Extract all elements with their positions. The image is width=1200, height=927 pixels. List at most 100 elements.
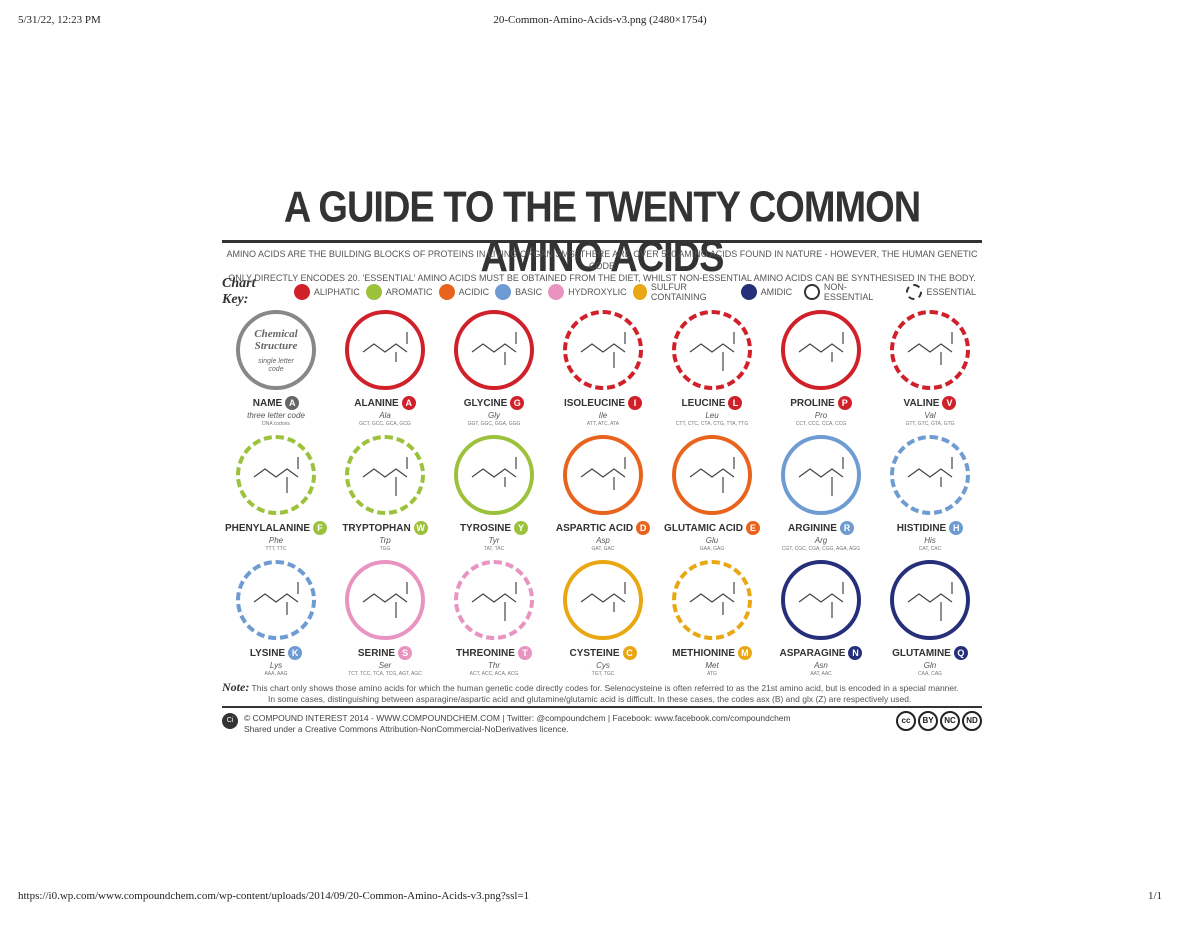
legend-name-label: NAME bbox=[252, 397, 283, 409]
structure-drawing bbox=[580, 332, 626, 368]
key-item-label: HYDROXYLIC bbox=[568, 287, 627, 297]
amino-acid-name: METHIONINE M bbox=[658, 646, 766, 660]
structure-drawing bbox=[471, 582, 517, 621]
dna-codons: CTT, CTC, CTA, CTG, TTA, TTG bbox=[675, 421, 749, 427]
amino-acid-aspartic-acid: ASPARTIC ACID D Asp GAT, GAC bbox=[549, 435, 657, 555]
amino-acid-glycine: GLYCINE G Gly GGT, GGC, GGA, GGG bbox=[440, 310, 548, 430]
single-letter-badge: G bbox=[510, 396, 525, 410]
amino-acid-name-label: GLYCINE bbox=[463, 397, 508, 409]
amino-acid-name-label: ALANINE bbox=[354, 397, 399, 409]
carbon-chain bbox=[907, 343, 953, 353]
structure-drawing bbox=[907, 332, 953, 365]
amino-acid-poster: A GUIDE TO THE TWENTY COMMON AMINO ACIDS… bbox=[222, 184, 984, 750]
key-item-hydroxylic: HYDROXYLIC bbox=[548, 284, 627, 300]
single-letter-badge: W bbox=[413, 521, 428, 535]
key-item-acidic: ACIDIC bbox=[438, 284, 489, 300]
three-letter-code: Glu bbox=[705, 536, 719, 545]
dna-codons: TGT, TGC bbox=[591, 671, 615, 677]
credit: Ci © COMPOUND INTEREST 2014 - WWW.COMPOU… bbox=[222, 713, 862, 735]
amino-acid-name: HISTIDINE H bbox=[876, 521, 984, 535]
key-essential-label: ESSENTIAL bbox=[926, 287, 976, 297]
carbon-chain bbox=[907, 468, 953, 478]
print-page-number: 1/1 bbox=[1148, 890, 1163, 902]
amino-acid-methionine: METHIONINE M Met ATG bbox=[658, 560, 766, 680]
structure-ring bbox=[672, 310, 752, 390]
amino-acid-name: PROLINE P bbox=[767, 396, 875, 410]
print-url[interactable]: https://i0.wp.com/www.compoundchem.com/w… bbox=[18, 890, 530, 902]
key-essential: ESSENTIAL bbox=[906, 284, 976, 300]
key-item-label: AROMATIC bbox=[385, 287, 433, 297]
dna-codons: GAT, GAC bbox=[591, 546, 615, 552]
amino-acid-glutamine: GLUTAMINE Q Gln CAA, CAG bbox=[876, 560, 984, 680]
legend-name: NAME A bbox=[222, 396, 330, 410]
amino-acid-alanine: ALANINE A Ala GCT, GCC, GCA, GCG bbox=[331, 310, 439, 430]
three-letter-code: Ser bbox=[378, 661, 392, 670]
single-letter-badge: F bbox=[313, 521, 327, 535]
cc-nd-icon: ND bbox=[962, 711, 982, 731]
three-letter-code: Ile bbox=[598, 411, 608, 420]
dna-codons: TAT, TAC bbox=[483, 546, 505, 552]
structure-drawing bbox=[253, 582, 299, 615]
legend-small-line-2: code bbox=[268, 366, 284, 373]
amino-acid-name: THREONINE T bbox=[440, 646, 548, 660]
key-color-dot-icon bbox=[632, 284, 647, 300]
dna-codons: AAT, AAC bbox=[810, 671, 832, 677]
structure-drawing bbox=[471, 332, 517, 365]
print-datetime: 5/31/22, 12:23 PM bbox=[18, 14, 101, 26]
structure-ring bbox=[454, 310, 534, 390]
amino-acid-name: ISOLEUCINE I bbox=[549, 396, 657, 410]
cc-by-icon: BY bbox=[918, 711, 938, 731]
amino-acid-serine: SERINE S Ser TCT, TCC, TCA, TCG, AGT, AGC bbox=[331, 560, 439, 680]
amino-acid-name-label: ASPARAGINE bbox=[779, 647, 846, 659]
structure-drawing bbox=[362, 332, 408, 362]
structure-ring bbox=[236, 435, 316, 515]
structure-drawing bbox=[798, 582, 844, 618]
amino-acid-name: LYSINE K bbox=[222, 646, 330, 660]
dna-codons: CAA, CAG bbox=[918, 671, 942, 677]
key-color-dot-icon bbox=[495, 284, 512, 300]
single-letter-badge: V bbox=[942, 396, 957, 410]
structure-drawing bbox=[580, 582, 626, 612]
structure-drawing bbox=[471, 457, 517, 487]
chart-key: Chart Key: ALIPHATIC AROMATIC ACIDIC BASIC H… bbox=[222, 276, 982, 307]
structure-ring bbox=[563, 435, 643, 515]
key-item-aliphatic: ALIPHATIC bbox=[293, 284, 360, 300]
single-letter-badge: A bbox=[401, 396, 416, 410]
amino-acid-name: GLYCINE G bbox=[440, 396, 548, 410]
structure-ring bbox=[781, 310, 861, 390]
legend-title: Chemical Structure bbox=[240, 328, 312, 352]
amino-acid-name: ASPARAGINE N bbox=[767, 646, 875, 660]
amino-acid-name-label: LYSINE bbox=[249, 647, 286, 659]
three-letter-code: Tyr bbox=[488, 536, 500, 545]
dna-codons: CGT, CGC, CGA, CGG, AGA, AGG bbox=[781, 546, 861, 552]
intro-line-1: AMINO ACIDS ARE THE BUILDING BLOCKS OF P… bbox=[226, 249, 978, 271]
structure-drawing bbox=[580, 457, 626, 490]
key-color-dot-icon bbox=[365, 284, 382, 300]
single-letter-badge: N bbox=[848, 646, 863, 660]
carbon-chain bbox=[907, 593, 953, 603]
footnote: Note: This chart only shows those amino … bbox=[222, 681, 982, 705]
amino-acid-name-label: PHENYLALANINE bbox=[224, 522, 310, 534]
dna-codons: ATG bbox=[707, 671, 717, 677]
three-letter-code: Phe bbox=[268, 536, 284, 545]
amino-acid-name-label: GLUTAMINE bbox=[892, 647, 951, 659]
three-letter-code: Lys bbox=[269, 661, 283, 670]
key-item-label: ALIPHATIC bbox=[313, 287, 360, 297]
key-item-amidic: AMIDIC bbox=[740, 284, 792, 300]
structure-drawing bbox=[253, 457, 299, 493]
carbon-chain bbox=[362, 343, 408, 353]
structure-drawing bbox=[907, 582, 953, 621]
single-letter-badge: S bbox=[398, 646, 413, 660]
single-letter-badge: H bbox=[949, 521, 964, 535]
amino-acid-name-label: PROLINE bbox=[790, 397, 835, 409]
dna-codons: TTT, TTC bbox=[265, 546, 287, 552]
amino-acid-threonine: THREONINE T Thr ACT, ACC, ACA, ACG bbox=[440, 560, 548, 680]
legend-title-line-2: Structure bbox=[254, 340, 298, 352]
amino-acid-isoleucine: ISOLEUCINE I Ile ATT, ATC, ATA bbox=[549, 310, 657, 430]
dna-codons: GGT, GGC, GGA, GGG bbox=[467, 421, 521, 427]
key-color-dot-icon bbox=[293, 284, 310, 300]
structure-ring bbox=[563, 310, 643, 390]
title-divider bbox=[222, 240, 982, 243]
three-letter-code: Gln bbox=[923, 661, 937, 670]
credit-line-2: Shared under a Creative Commons Attribut… bbox=[244, 724, 569, 734]
